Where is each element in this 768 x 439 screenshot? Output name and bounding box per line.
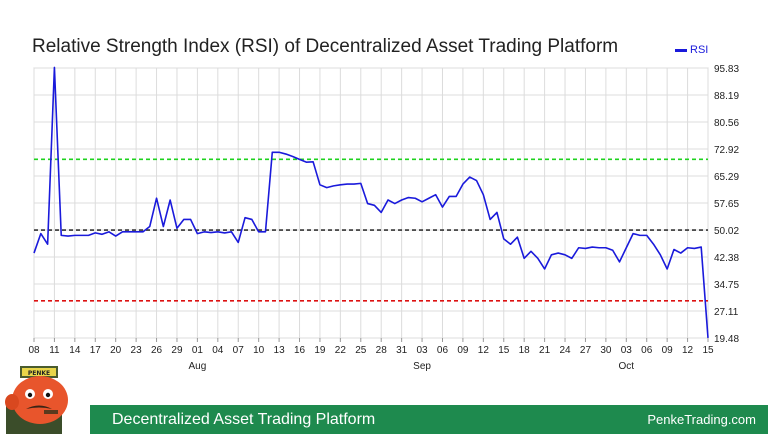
x-tick-label: 06 [641,345,653,356]
y-tick-label: 95.83 [714,64,739,75]
penke-mascot: PENKE [0,364,90,434]
x-tick-label: 15 [702,345,714,356]
y-tick-label: 42.38 [714,253,739,264]
x-tick-label: 13 [274,345,286,356]
x-tick-label: 08 [28,345,40,356]
x-tick-label: 25 [355,345,367,356]
x-tick-label: 01 [192,345,204,356]
x-tick-label: 24 [559,345,571,356]
x-tick-label: 03 [621,345,633,356]
y-tick-label: 27.11 [714,307,739,318]
x-tick-label: 23 [131,345,143,356]
y-tick-label: 57.65 [714,199,739,210]
mascot-pupil-right [45,392,51,398]
x-tick-label: 26 [151,345,163,356]
x-tick-label: 18 [519,345,531,356]
x-tick-label: 11 [49,345,60,356]
footer-bar: Decentralized Asset Trading Platform Pen… [90,405,768,434]
x-month-label: Aug [188,361,206,372]
x-tick-label: 15 [498,345,510,356]
x-tick-label: 19 [314,345,326,356]
legend: RSI [675,44,708,56]
mascot-face [12,376,68,424]
x-tick-label: 04 [212,345,224,356]
x-tick-label: 12 [478,345,490,356]
y-tick-label: 65.29 [714,172,739,183]
x-tick-label: 30 [600,345,612,356]
x-tick-label: 12 [682,345,694,356]
mascot-ear-left [5,394,19,410]
x-tick-label: 27 [580,345,592,356]
mascot-pupil-left [27,392,33,398]
x-tick-label: 22 [335,345,347,356]
x-tick-label: 14 [69,345,81,356]
x-tick-label: 10 [253,345,265,356]
mascot-badge [22,368,56,376]
chart-title: Relative Strength Index (RSI) of Decentr… [32,36,619,57]
series-line-rsi [33,66,709,338]
mascot-pipe [44,410,58,414]
y-tick-label: 72.92 [714,145,739,156]
x-tick-label: 17 [90,345,102,356]
x-tick-label: 28 [376,345,388,356]
mascot-mustache [26,405,52,409]
x-tick-label: 09 [457,345,469,356]
footer-site-link[interactable]: PenkeTrading.com [647,412,756,427]
x-tick-label: 20 [110,345,122,356]
x-tick-label: 09 [662,345,674,356]
y-tick-label: 34.75 [714,280,739,291]
x-tick-label: 29 [171,345,183,356]
x-tick-label: 07 [233,345,245,356]
mascot-badge-text: PENKE [28,370,50,377]
x-tick-label: 31 [396,345,408,356]
y-tick-label: 19.48 [714,334,739,345]
rsi-chart: 95.83 88.19 80.56 72.92 65.29 57.65 50.02 42.38… [28,64,739,372]
x-month-label: Oct [619,361,635,372]
legend-label-rsi: RSI [690,44,709,56]
footer-title: Decentralized Asset Trading Platform [112,411,376,428]
mascot-graphic: PENKE [5,366,68,434]
x-tick-label: 16 [294,345,306,356]
x-tick-label: 06 [437,345,449,356]
y-tick-label: 50.02 [714,226,739,237]
x-tick-label: 03 [416,345,428,356]
y-tick-label: 80.56 [714,118,739,129]
y-tick-label: 88.19 [714,91,739,102]
x-tick-label: 21 [539,345,551,356]
x-month-label: Sep [413,361,431,372]
legend-swatch-rsi [675,48,687,52]
